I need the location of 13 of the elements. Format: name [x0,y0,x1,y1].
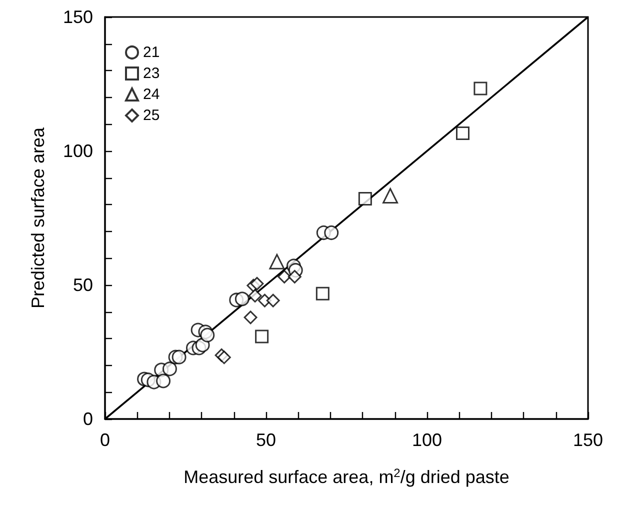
legend-label: 21 [143,44,160,61]
x-tick-label: 100 [412,430,442,450]
x-tick-label: 0 [100,430,110,450]
y-tick-label: 0 [82,409,93,429]
legend-label: 25 [143,107,160,124]
legend-label: 24 [143,86,160,103]
y-tick-label: 150 [62,7,93,27]
y-axis-title: Predicted surface area [28,126,48,309]
legend-label: 23 [143,65,160,82]
x-tick-label: 50 [256,430,276,450]
y-tick-label: 50 [72,275,93,295]
y-tick-label: 100 [62,141,93,161]
x-tick-label: 150 [572,430,604,450]
